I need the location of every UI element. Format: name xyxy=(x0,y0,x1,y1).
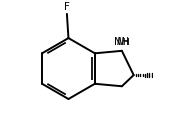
Text: NH: NH xyxy=(114,37,129,47)
Text: F: F xyxy=(64,2,70,12)
Text: N: N xyxy=(117,37,124,47)
Text: H: H xyxy=(123,38,129,47)
